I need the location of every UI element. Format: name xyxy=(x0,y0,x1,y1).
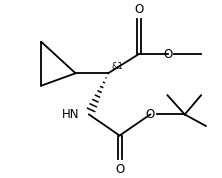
Text: HN: HN xyxy=(62,108,79,121)
Text: O: O xyxy=(146,108,155,121)
Text: O: O xyxy=(134,3,143,16)
Text: &1: &1 xyxy=(111,62,123,71)
Text: O: O xyxy=(115,163,124,176)
Text: O: O xyxy=(163,48,172,61)
